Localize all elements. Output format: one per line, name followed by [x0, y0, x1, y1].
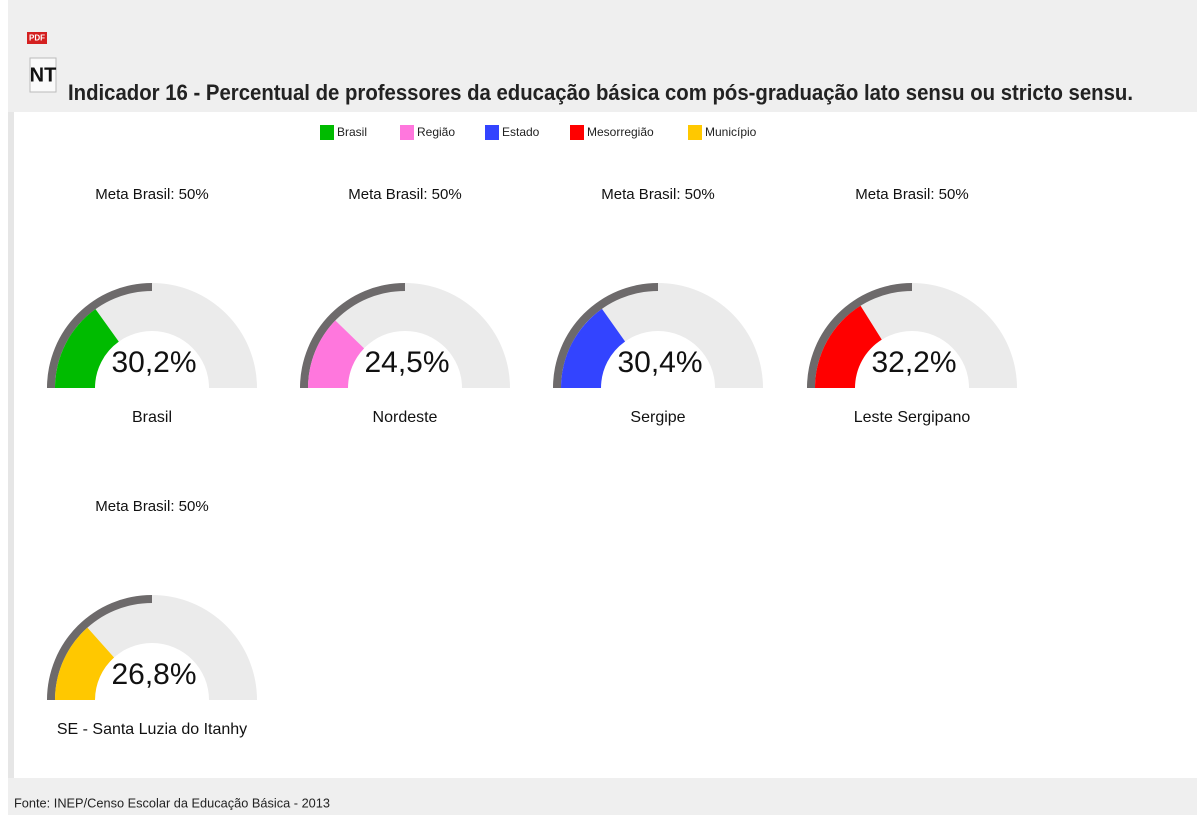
legend-swatch — [320, 125, 334, 140]
target-label: Meta Brasil: 50% — [601, 186, 714, 203]
gauge-value — [55, 627, 115, 700]
gauge-target — [807, 283, 912, 388]
value-label: 24,5% — [364, 346, 449, 379]
gauge-target — [553, 283, 658, 388]
gauge-target — [300, 283, 405, 388]
gauge-name: Nordeste — [373, 409, 438, 426]
value-label: 30,4% — [617, 346, 702, 379]
legend-label: Município — [705, 125, 757, 139]
value-label: 32,2% — [871, 346, 956, 379]
target-label: Meta Brasil: 50% — [95, 186, 208, 203]
icon-top: PDF — [29, 34, 45, 43]
gauge-name: Sergipe — [630, 409, 685, 426]
icon-page — [29, 57, 57, 93]
pdf-icon[interactable]: PDF NT — [27, 32, 57, 93]
gauge-value — [308, 320, 365, 388]
icon-label: NT — [30, 64, 57, 86]
gauge-name: SE - Santa Luzia do Itanhy — [57, 721, 247, 738]
legend-label: Estado — [502, 125, 540, 139]
left-border — [8, 112, 14, 778]
gauge-target — [47, 595, 152, 700]
legend-swatch — [485, 125, 499, 140]
value-label: 30,2% — [111, 346, 196, 379]
target-label: Meta Brasil: 50% — [855, 186, 968, 203]
gauge-target — [47, 283, 152, 388]
legend-swatch — [688, 125, 702, 140]
gauge-value — [561, 308, 626, 388]
footer: Fonte: INEP/Censo Escolar da Educação Bá… — [14, 795, 330, 810]
legend-label: Brasil — [337, 125, 367, 139]
legend-swatch — [570, 125, 584, 140]
gauge-name: Leste Sergipano — [854, 409, 971, 426]
gauge-name: Brasil — [132, 409, 172, 426]
legend-label: Região — [417, 125, 455, 139]
icon-badge — [27, 32, 47, 44]
legend-label: Mesorregião — [587, 125, 654, 139]
value-label: 26,8% — [111, 658, 196, 691]
gauge-value — [815, 305, 882, 388]
header-band — [8, 0, 1197, 112]
gauge-value — [55, 309, 119, 388]
legend-swatch — [400, 125, 414, 140]
target-label: Meta Brasil: 50% — [95, 498, 208, 515]
target-label: Meta Brasil: 50% — [348, 186, 461, 203]
title: Indicador 16 - Percentual de professores… — [68, 80, 1133, 105]
footer-band — [8, 778, 1197, 815]
